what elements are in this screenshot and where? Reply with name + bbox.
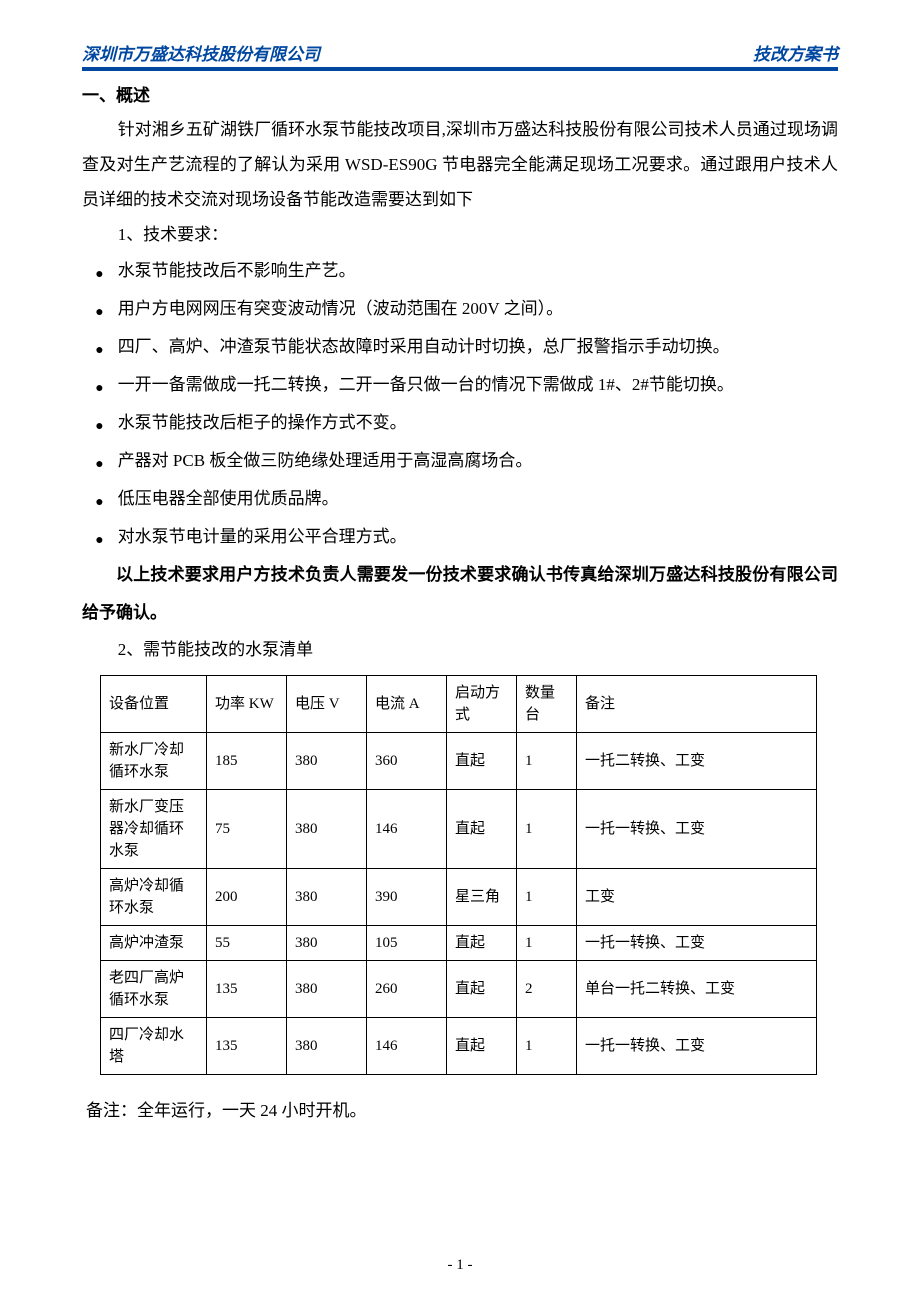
page-number: - 1 -	[0, 1257, 920, 1274]
table-cell: 老四厂高炉循环水泵	[101, 961, 207, 1018]
table-cell: 1	[517, 926, 577, 961]
table-cell: 直起	[447, 926, 517, 961]
table-cell: 星三角	[447, 869, 517, 926]
requirement-item: 对水泵节电计量的采用公平合理方式。	[82, 518, 838, 556]
col-header: 数量台	[517, 676, 577, 733]
document-page: 深圳市万盛达科技股份有限公司 技改方案书 一、概述 针对湘乡五矿湖铁厂循环水泵节…	[0, 0, 920, 1302]
table-cell: 135	[207, 1018, 287, 1075]
table-cell: 380	[287, 790, 367, 869]
table-cell: 工变	[577, 869, 817, 926]
table-cell: 1	[517, 733, 577, 790]
table-cell: 一托一转换、工变	[577, 926, 817, 961]
table-cell: 146	[367, 790, 447, 869]
table-cell: 直起	[447, 961, 517, 1018]
confirm-paragraph: 以上技术要求用户方技术负责人需要发一份技术要求确认书传真给深圳万盛达科技股份有限…	[82, 556, 838, 632]
table-cell: 一托一转换、工变	[577, 1018, 817, 1075]
table-cell: 105	[367, 926, 447, 961]
table-cell: 1	[517, 1018, 577, 1075]
table-cell: 146	[367, 1018, 447, 1075]
footnote: 备注：全年运行，一天 24 小时开机。	[86, 1093, 838, 1128]
table-row: 高炉冲渣泵 55 380 105 直起 1 一托一转换、工变	[101, 926, 817, 961]
table-row: 老四厂高炉循环水泵 135 380 260 直起 2 单台一托二转换、工变	[101, 961, 817, 1018]
table-body: 新水厂冷却循环水泵 185 380 360 直起 1 一托二转换、工变 新水厂变…	[101, 733, 817, 1075]
company-name: 深圳市万盛达科技股份有限公司	[82, 40, 320, 65]
table-cell: 直起	[447, 1018, 517, 1075]
table-cell: 高炉冷却循环水泵	[101, 869, 207, 926]
header-divider	[82, 67, 838, 71]
table-cell: 55	[207, 926, 287, 961]
table-cell: 380	[287, 961, 367, 1018]
table-cell: 四厂冷却水塔	[101, 1018, 207, 1075]
equipment-table: 设备位置 功率 KW 电压 V 电流 A 启动方式 数量台 备注 新水厂冷却循环…	[100, 675, 817, 1075]
table-cell: 260	[367, 961, 447, 1018]
table-cell: 单台一托二转换、工变	[577, 961, 817, 1018]
col-header: 电压 V	[287, 676, 367, 733]
table-cell: 1	[517, 869, 577, 926]
table-cell: 380	[287, 1018, 367, 1075]
table-cell: 新水厂变压器冷却循环水泵	[101, 790, 207, 869]
document-type: 技改方案书	[753, 40, 838, 65]
table-cell: 直起	[447, 733, 517, 790]
table-cell: 185	[207, 733, 287, 790]
table-cell: 直起	[447, 790, 517, 869]
requirement-item: 水泵节能技改后不影响生产艺。	[82, 252, 838, 290]
table-header-row: 设备位置 功率 KW 电压 V 电流 A 启动方式 数量台 备注	[101, 676, 817, 733]
table-cell: 75	[207, 790, 287, 869]
content: 一、概述 针对湘乡五矿湖铁厂循环水泵节能技改项目,深圳市万盛达科技股份有限公司技…	[82, 81, 838, 1128]
table-row: 新水厂冷却循环水泵 185 380 360 直起 1 一托二转换、工变	[101, 733, 817, 790]
pump-list-label: 2、需节能技改的水泵清单	[82, 632, 838, 667]
col-header: 备注	[577, 676, 817, 733]
table-cell: 新水厂冷却循环水泵	[101, 733, 207, 790]
table-cell: 一托二转换、工变	[577, 733, 817, 790]
requirement-item: 产器对 PCB 板全做三防绝缘处理适用于高湿高腐场合。	[82, 442, 838, 480]
table-cell: 高炉冲渣泵	[101, 926, 207, 961]
table-cell: 1	[517, 790, 577, 869]
table-cell: 200	[207, 869, 287, 926]
section1-title: 一、概述	[82, 81, 838, 106]
requirement-item: 低压电器全部使用优质品牌。	[82, 480, 838, 518]
col-header: 电流 A	[367, 676, 447, 733]
table-row: 高炉冷却循环水泵 200 380 390 星三角 1 工变	[101, 869, 817, 926]
requirement-item: 四厂、高炉、冲渣泵节能状态故障时采用自动计时切换，总厂报警指示手动切换。	[82, 328, 838, 366]
table-cell: 380	[287, 733, 367, 790]
requirements-list: 水泵节能技改后不影响生产艺。 用户方电网网压有突变波动情况（波动范围在 200V…	[82, 252, 838, 556]
col-header: 功率 KW	[207, 676, 287, 733]
table-cell: 360	[367, 733, 447, 790]
requirement-item: 用户方电网网压有突变波动情况（波动范围在 200V 之间）。	[82, 290, 838, 328]
requirements-label: 1、技术要求：	[82, 217, 838, 252]
overview-paragraph: 针对湘乡五矿湖铁厂循环水泵节能技改项目,深圳市万盛达科技股份有限公司技术人员通过…	[82, 112, 838, 217]
table-cell: 一托一转换、工变	[577, 790, 817, 869]
header: 深圳市万盛达科技股份有限公司 技改方案书	[82, 40, 838, 65]
table-cell: 2	[517, 961, 577, 1018]
table-head: 设备位置 功率 KW 电压 V 电流 A 启动方式 数量台 备注	[101, 676, 817, 733]
table-row: 新水厂变压器冷却循环水泵 75 380 146 直起 1 一托一转换、工变	[101, 790, 817, 869]
requirement-item: 一开一备需做成一托二转换，二开一备只做一台的情况下需做成 1#、2#节能切换。	[82, 366, 838, 404]
table-cell: 135	[207, 961, 287, 1018]
col-header: 启动方式	[447, 676, 517, 733]
table-cell: 380	[287, 869, 367, 926]
table-cell: 390	[367, 869, 447, 926]
table-cell: 380	[287, 926, 367, 961]
table-row: 四厂冷却水塔 135 380 146 直起 1 一托一转换、工变	[101, 1018, 817, 1075]
col-header: 设备位置	[101, 676, 207, 733]
requirement-item: 水泵节能技改后柜子的操作方式不变。	[82, 404, 838, 442]
